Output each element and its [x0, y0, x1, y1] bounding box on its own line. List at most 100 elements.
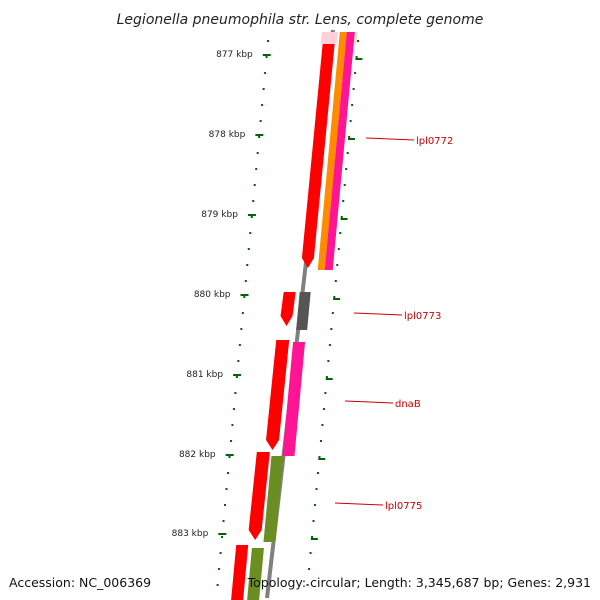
ruler-dot — [243, 296, 246, 298]
gene-label-connector — [365, 137, 415, 141]
tick-label: 877 kbp — [216, 50, 253, 60]
ruler-dot — [231, 424, 234, 426]
ruler-dot — [336, 264, 339, 266]
ruler-dot — [244, 280, 247, 282]
ruler-major-tick — [247, 214, 256, 216]
ruler-dot — [355, 56, 358, 58]
ruler-dot — [255, 168, 258, 170]
ruler-dot — [333, 296, 336, 298]
ruler-dash — [325, 378, 333, 380]
ruler-dot — [325, 376, 328, 378]
ruler-dot — [247, 248, 250, 250]
tick-label: 882 kbp — [179, 450, 216, 460]
cds-lpl0775 — [248, 452, 270, 540]
ruler-dot — [240, 328, 243, 330]
ruler-dash — [355, 58, 363, 60]
ruler-dot — [246, 264, 249, 266]
ruler-dot — [264, 72, 267, 74]
ruler-dot — [343, 184, 346, 186]
ruler-dot — [348, 136, 351, 138]
ruler-dot — [311, 536, 314, 538]
ruler-dot — [250, 216, 253, 218]
ruler-dot — [234, 392, 237, 394]
ruler-dot — [238, 344, 241, 346]
ruler-dot — [218, 568, 221, 570]
feature-olive-lpl0775 — [263, 456, 284, 542]
ruler-dash — [333, 298, 341, 300]
tick-label: 879 kbp — [201, 210, 238, 220]
tick-label: 883 kbp — [172, 529, 209, 539]
ruler-dot — [237, 360, 240, 362]
ruler-dot — [331, 312, 334, 314]
ruler-major-tick — [233, 374, 242, 376]
ruler-dot — [322, 408, 325, 410]
feature-pink-lpl0772 — [324, 32, 355, 270]
ruler-dash — [340, 218, 348, 220]
map-title: Legionella pneumophila str. Lens, comple… — [117, 12, 484, 28]
cds-dnaB — [266, 340, 290, 450]
ruler-dot — [349, 120, 352, 122]
ruler-dot — [354, 72, 357, 74]
ruler-dot — [226, 472, 229, 474]
gene-label-connector — [353, 312, 403, 316]
ruler-dash — [310, 538, 318, 540]
ruler-dot — [261, 104, 264, 106]
gene-label: lpl0775 — [385, 501, 422, 512]
ruler-dot — [319, 440, 322, 442]
gene-label-connector — [344, 400, 394, 404]
ruler-major-tick — [218, 533, 227, 535]
ruler-dot — [345, 168, 348, 170]
labels-layer: lpl0772 lpl0773 dnaB lpl0775 — [334, 136, 453, 512]
ruler-dot — [321, 424, 324, 426]
ruler-dot — [337, 248, 340, 250]
topology-summary-text: Topology: circular; Length: 3,345,687 bp… — [247, 575, 591, 590]
gene-label: lpl0772 — [416, 136, 453, 147]
ruler-dot — [318, 456, 321, 458]
features-layer — [231, 32, 358, 600]
feature-gray-lpl0773 — [296, 292, 311, 330]
ruler-dot — [309, 552, 312, 554]
ruler-dot — [241, 312, 244, 314]
ruler-dot — [316, 472, 319, 474]
ruler-dot — [327, 360, 330, 362]
ruler-dot — [216, 584, 219, 586]
ruler-dot — [249, 232, 252, 234]
ruler-dot — [228, 456, 231, 458]
cds-highlight — [320, 32, 338, 44]
ruler-dot — [324, 392, 327, 394]
ruler-dot — [334, 280, 337, 282]
ruler-dot — [342, 200, 345, 202]
ruler-dash — [347, 138, 355, 140]
ruler-major-tick — [225, 454, 234, 456]
ruler-dot — [232, 408, 235, 410]
ruler-dot — [308, 568, 311, 570]
feature-orange — [317, 32, 347, 270]
accession-text: Accession: NC_006369 — [9, 575, 152, 590]
ruler-dot — [328, 344, 331, 346]
ruler-dot — [330, 328, 333, 330]
ruler-dot — [222, 520, 225, 522]
tick-label: 880 kbp — [194, 290, 231, 300]
ruler-major-tick — [240, 294, 249, 296]
ruler-major-tick — [255, 134, 264, 136]
ruler-dot — [267, 40, 270, 42]
ruler-dot — [314, 504, 317, 506]
ruler-major-tick — [262, 54, 271, 56]
cds-lpl0772 — [301, 32, 336, 268]
ruler-dot — [253, 184, 256, 186]
ruler-dot — [339, 232, 342, 234]
gene-label-connector — [334, 502, 384, 506]
gene-label: lpl0773 — [404, 311, 441, 322]
ruler-dot — [346, 152, 349, 154]
ruler-dot — [258, 136, 261, 138]
ruler-dot — [312, 520, 315, 522]
ruler-dot — [235, 376, 238, 378]
cds-lpl0773 — [280, 292, 296, 326]
ruler-dot — [265, 56, 268, 58]
ruler-dot — [219, 552, 222, 554]
ruler-dot — [262, 88, 265, 90]
ruler-dot — [351, 104, 354, 106]
ruler-dot — [224, 504, 227, 506]
ruler-dot — [340, 216, 343, 218]
